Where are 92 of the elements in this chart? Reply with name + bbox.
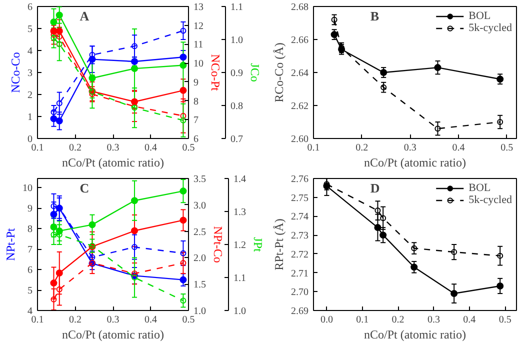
y3-axis-title: JPt xyxy=(251,237,265,253)
y-tick-label: 2.73 xyxy=(291,230,308,242)
y-tick-label: 6 xyxy=(28,265,32,276)
y-tick-label: 2.62 xyxy=(291,101,308,112)
x-tick-label: 0.3 xyxy=(106,142,120,154)
y-tick-label: 9 xyxy=(28,204,32,215)
y2-tick-label: 10 xyxy=(194,58,204,70)
y-tick-label: 2.64 xyxy=(291,68,308,79)
y-tick-label: 2 xyxy=(28,90,32,101)
y3-tick-label: 1.1 xyxy=(234,273,246,284)
y-tick-label: 6 xyxy=(28,2,32,13)
legend-label: BOL xyxy=(468,10,491,22)
y-axis-title: NPt-Pt xyxy=(4,227,18,261)
y-axis-title: RPt-Pt (Å) xyxy=(272,218,286,270)
legend-label: BOL xyxy=(468,182,491,194)
annotation: A xyxy=(80,8,90,24)
x-tick-label: 0.4 xyxy=(144,314,157,326)
x-tick-label: 0.2 xyxy=(69,142,82,154)
y2-axis-title: NCo-Pt xyxy=(208,54,222,92)
x-tick-label: 0.2 xyxy=(356,142,368,154)
x-axis-title: nCo/Pt (atomic ratio) xyxy=(62,328,164,342)
y2-tick-label: 11 xyxy=(194,40,204,51)
x-tick-label: 0.2 xyxy=(69,314,82,326)
x-tick-label: 0.3 xyxy=(106,314,120,326)
y-tick-label: 3 xyxy=(28,68,32,79)
x-tick-label: 0.5 xyxy=(182,314,195,326)
y-tick-label: 2.74 xyxy=(291,212,308,223)
y-tick-label: 5 xyxy=(28,24,32,35)
y2-tick-label: 8 xyxy=(194,96,198,108)
y2-tick-label: 2.0 xyxy=(194,253,206,264)
y3-tick-label: 1.1 xyxy=(230,2,243,13)
y-tick-label: 2.60 xyxy=(291,134,308,145)
x-tick-label: 0.1 xyxy=(31,142,44,154)
annotation: D xyxy=(370,180,380,196)
y-tick-label: 2.69 xyxy=(291,306,308,317)
y2-tick-label: 3.0 xyxy=(194,200,206,212)
x-tick-label: 0.1 xyxy=(307,142,320,154)
y2-tick-label: 3.5 xyxy=(194,174,206,185)
y2-tick-label: 12 xyxy=(194,20,204,32)
y2-tick-label: 1.5 xyxy=(194,280,206,291)
y3-tick-label: 0.9 xyxy=(230,68,243,79)
x-tick-label: 0.4 xyxy=(144,142,157,154)
y-tick-label: 4 xyxy=(28,46,32,57)
y2-tick-label: 2.5 xyxy=(194,226,206,238)
y3-tick-label: 1.4 xyxy=(234,174,246,185)
y3-tick-label: 1.3 xyxy=(234,207,246,218)
y-tick-label: 2.68 xyxy=(291,2,308,13)
x-axis-title: nCo/Pt (atomic ratio) xyxy=(62,156,164,170)
y2-tick-label: 6 xyxy=(194,134,198,145)
y-tick-label: 5 xyxy=(28,286,32,297)
y-tick-label: 2.75 xyxy=(291,192,308,204)
x-tick-label: 0.4 xyxy=(463,314,476,326)
x-tick-label: 0.0 xyxy=(320,314,333,326)
x-tick-label: 0.4 xyxy=(452,142,465,154)
legend-label: 5k-cycled xyxy=(468,22,512,34)
x-axis-title: nCo/Pt (atomic ratio) xyxy=(364,156,466,170)
x-axis-title: nCo/Pt (atomic ratio) xyxy=(364,328,466,342)
y-tick-label: 2.72 xyxy=(291,249,308,260)
y2-tick-label: 9 xyxy=(194,77,198,88)
annotation: B xyxy=(370,8,380,24)
y-tick-label: 10 xyxy=(22,183,32,194)
x-tick-label: 0.2 xyxy=(392,314,404,326)
y3-tick-label: 1.2 xyxy=(234,240,246,251)
legend-label: 5k-cycled xyxy=(468,194,512,206)
x-tick-label: 0.1 xyxy=(31,314,44,326)
y-tick-label: 4 xyxy=(28,306,32,317)
y3-tick-label: 1.0 xyxy=(230,35,243,46)
y-tick-label: 1 xyxy=(28,112,32,123)
x-tick-label: 0.5 xyxy=(498,314,512,326)
y-tick-label: 0 xyxy=(28,134,32,145)
y-tick-label: 7 xyxy=(28,244,32,256)
y-tick-label: 8 xyxy=(28,224,32,236)
y2-axis-title: NPt-Co xyxy=(211,226,225,263)
y3-tick-label: 1.0 xyxy=(234,306,246,317)
y-tick-label: 2.76 xyxy=(291,174,308,185)
x-tick-label: 0.3 xyxy=(427,314,440,326)
x-tick-label: 0.5 xyxy=(500,142,514,154)
y-tick-label: 2.70 xyxy=(291,287,308,298)
x-tick-label: 0.5 xyxy=(182,142,195,154)
y-tick-label: 2.71 xyxy=(291,268,308,280)
annotation: C xyxy=(80,180,90,196)
y3-axis-title: JCo xyxy=(248,63,262,82)
y2-tick-label: 1.0 xyxy=(194,306,206,317)
y-axis-title: NCo-Co xyxy=(8,52,22,93)
y2-tick-label: 13 xyxy=(194,2,204,13)
y3-tick-label: 0.8 xyxy=(230,101,243,112)
y3-tick-label: 0.7 xyxy=(230,134,243,145)
y-tick-label: 2.66 xyxy=(291,35,308,46)
y2-tick-label: 7 xyxy=(194,115,198,126)
x-tick-label: 0.1 xyxy=(356,314,369,326)
y-axis-title: RCo-Co (Å) xyxy=(272,42,286,102)
x-tick-label: 0.3 xyxy=(404,142,416,154)
